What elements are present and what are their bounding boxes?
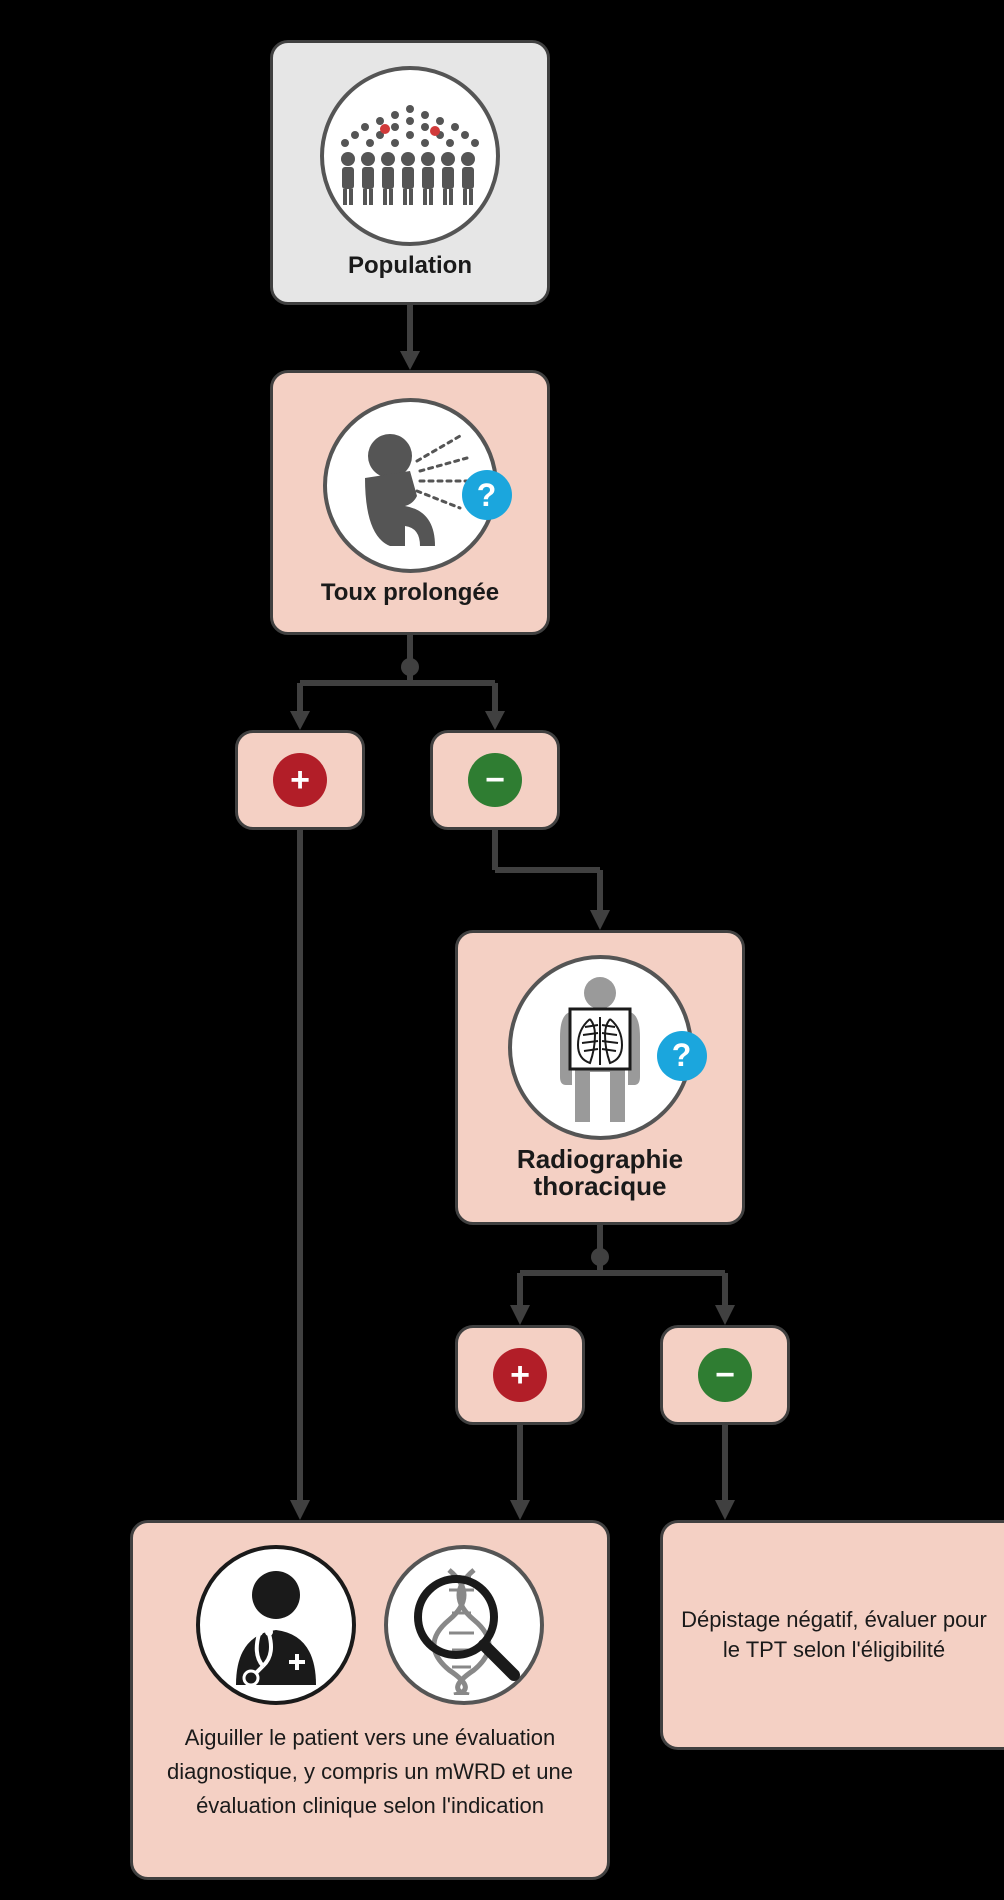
- node-positive-xray: +: [455, 1325, 585, 1425]
- node-xray: ? Radiographie thoracique: [455, 930, 745, 1225]
- arrow-poscough-refer: [294, 830, 306, 1520]
- question-badge-icon: ?: [657, 1031, 707, 1081]
- xray-label: Radiographie thoracique: [517, 1146, 683, 1201]
- dna-magnifier-icon: [384, 1545, 544, 1705]
- node-cough: ? Toux prolongée: [270, 370, 550, 635]
- plus-icon: +: [493, 1348, 547, 1402]
- plus-icon: +: [273, 753, 327, 807]
- node-population: Population: [270, 40, 550, 305]
- arrow-population-cough: [404, 305, 416, 370]
- negative-text: Dépistage négatif, évaluer pour le TPT s…: [675, 1605, 993, 1664]
- arrow-negcough-xray: [489, 830, 619, 930]
- arrow-negxray-negative: [719, 1425, 731, 1520]
- arrow-posxray-refer: [514, 1425, 526, 1520]
- cough-icon: ?: [323, 398, 498, 573]
- population-icon: [320, 66, 500, 246]
- node-negative-xray: −: [660, 1325, 790, 1425]
- question-badge-icon: ?: [462, 470, 512, 520]
- node-negative-cough: −: [430, 730, 560, 830]
- minus-icon: −: [468, 753, 522, 807]
- doctor-icon: [196, 1545, 356, 1705]
- cough-label: Toux prolongée: [321, 579, 499, 607]
- split-xray: [510, 1225, 740, 1325]
- minus-icon: −: [698, 1348, 752, 1402]
- population-label: Population: [348, 252, 472, 280]
- node-positive-cough: +: [235, 730, 365, 830]
- node-refer: Aiguiller le patient vers une évaluation…: [130, 1520, 610, 1880]
- xray-icon: ?: [508, 955, 693, 1140]
- split-cough: [290, 635, 510, 730]
- refer-text: Aiguiller le patient vers une évaluation…: [145, 1721, 595, 1823]
- node-negative-result: Dépistage négatif, évaluer pour le TPT s…: [660, 1520, 1004, 1750]
